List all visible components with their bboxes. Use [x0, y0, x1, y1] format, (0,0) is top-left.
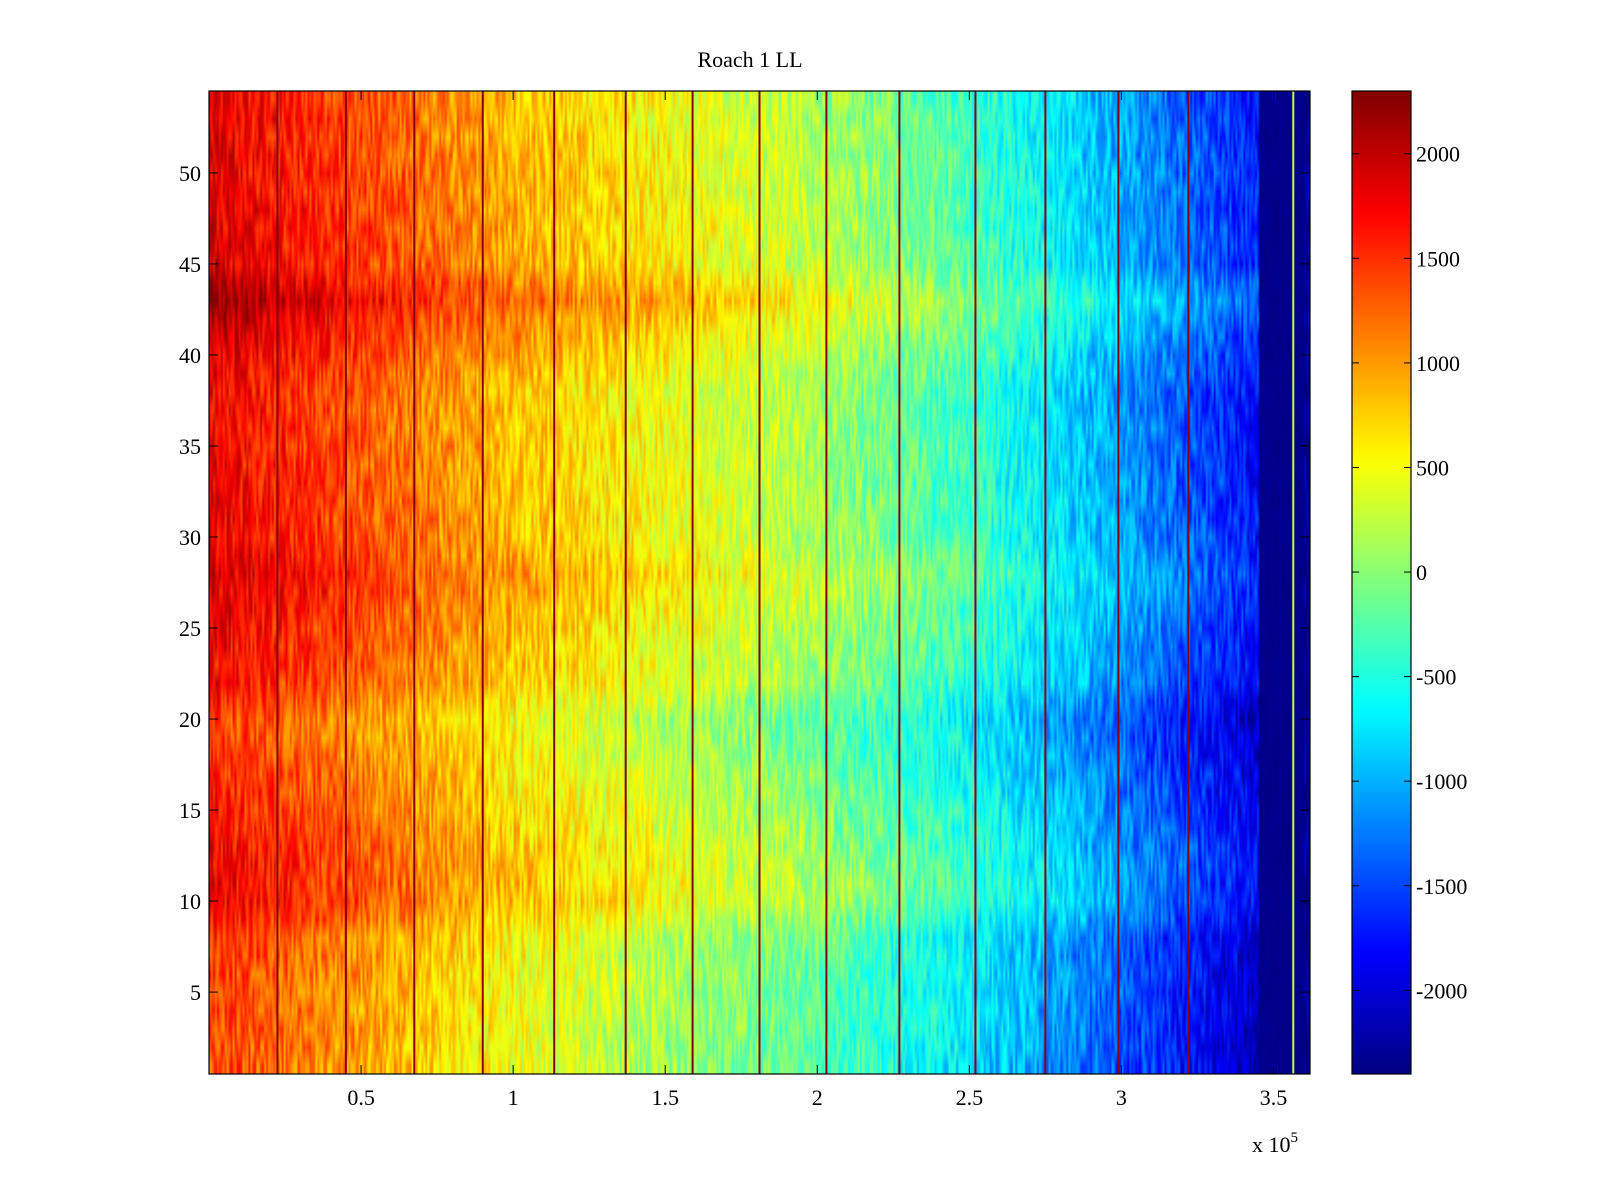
x-tick-label: 2.5 — [956, 1085, 984, 1110]
y-tick-label: 20 — [179, 707, 201, 732]
y-tick-label: 35 — [179, 434, 201, 459]
colorbar: 2000 1500 1000 500 0 -500 -1000 -1500 -2000 — [1351, 90, 1467, 1075]
x-tick-label: 3.5 — [1260, 1085, 1288, 1110]
y-tick-label: 45 — [179, 252, 201, 277]
colorbar-tick-label: -500 — [1416, 665, 1456, 690]
x-tick-label: 0.5 — [347, 1085, 375, 1110]
x-exponent-label: x 105 — [1252, 1130, 1298, 1157]
colorbar-tick-label: 2000 — [1416, 142, 1460, 167]
colorbar-tick-label: -2000 — [1416, 978, 1467, 1003]
colorbar-frame — [1351, 90, 1412, 1075]
y-tick-label: 15 — [179, 798, 201, 823]
y-tick-label: 50 — [179, 161, 201, 186]
x-axis: 0.5 1 1.5 2 2.5 3 3.5 — [347, 91, 1287, 1110]
plot-frame — [208, 90, 1311, 1075]
y-tick-label: 30 — [179, 525, 201, 550]
colorbar-tick-label: -1000 — [1416, 769, 1467, 794]
x-tick-label: 2 — [812, 1085, 823, 1110]
chart-title: Roach 1 LL — [697, 47, 802, 72]
colorbar-tick-label: 0 — [1416, 560, 1427, 585]
colorbar-tick-label: 1500 — [1416, 246, 1460, 271]
colorbar-gradient — [1352, 91, 1411, 1074]
heatmap-plot-area — [208, 90, 1311, 1075]
colorbar-ticks: 2000 1500 1000 500 0 -500 -1000 -1500 -2000 — [1352, 142, 1467, 1003]
colorbar-tick-label: 1000 — [1416, 351, 1460, 376]
x-tick-label: 1 — [508, 1085, 519, 1110]
y-tick-label: 40 — [179, 343, 201, 368]
discontinuity-columns — [276, 91, 1295, 1074]
x-tick-label: 1.5 — [651, 1085, 679, 1110]
y-tick-label: 25 — [179, 616, 201, 641]
x-tick-label: 3 — [1116, 1085, 1127, 1110]
colorbar-tick-label: 500 — [1416, 455, 1449, 480]
y-tick-label: 5 — [190, 980, 201, 1005]
colorbar-tick-label: -1500 — [1416, 874, 1467, 899]
y-tick-label: 10 — [179, 889, 201, 914]
y-axis: 5 10 15 20 25 30 35 40 45 50 — [179, 161, 1310, 1005]
